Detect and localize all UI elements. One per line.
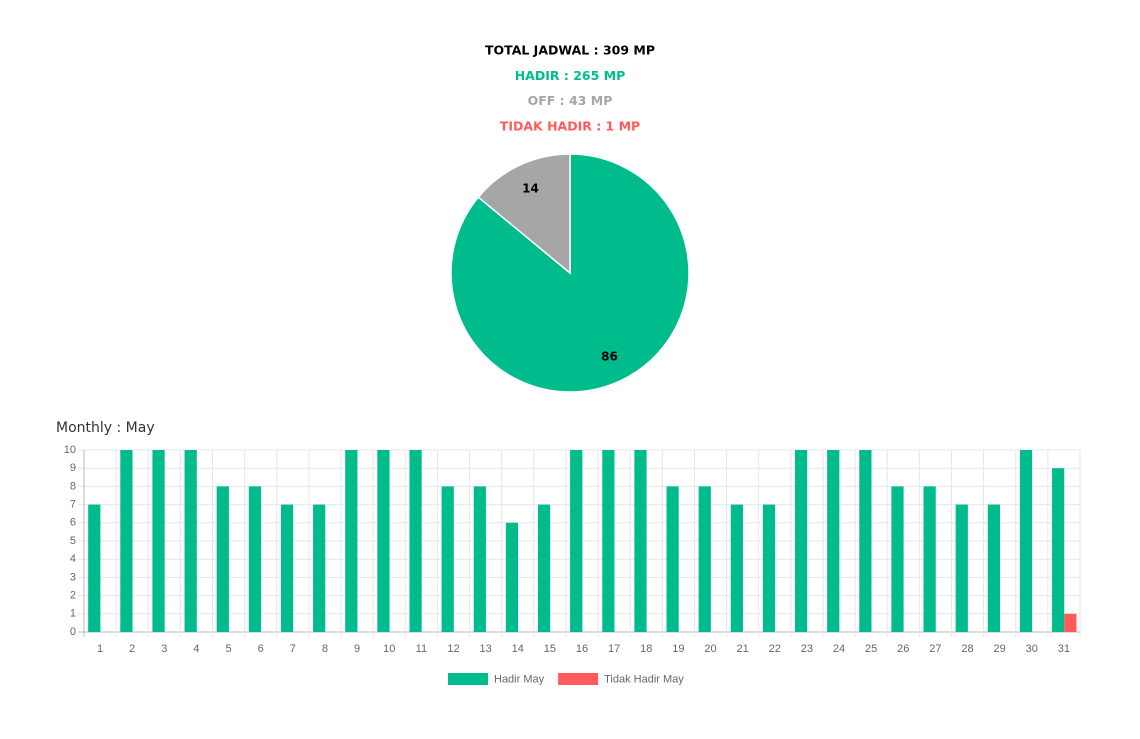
x-tick-label: 8	[322, 643, 328, 655]
x-tick-label: 12	[447, 643, 459, 655]
bar	[88, 504, 101, 632]
bar	[1064, 613, 1077, 632]
bar	[409, 450, 422, 632]
x-tick-label: 4	[193, 643, 199, 655]
x-tick-label: 16	[576, 643, 588, 655]
bar	[602, 450, 615, 632]
y-tick-label: 7	[70, 499, 76, 511]
slice-label: 14	[522, 182, 539, 196]
y-tick-label: 8	[70, 480, 76, 492]
y-tick-label: 4	[70, 553, 76, 565]
x-tick-label: 27	[929, 643, 941, 655]
x-tick-label: 24	[833, 643, 845, 655]
bar	[698, 486, 711, 632]
bar	[441, 486, 454, 632]
legend-swatch	[448, 673, 488, 685]
x-tick-label: 30	[1026, 643, 1038, 655]
bar	[313, 504, 326, 632]
x-tick-label: 17	[608, 643, 620, 655]
bar	[987, 504, 1000, 632]
x-tick-label: 25	[865, 643, 877, 655]
x-tick-label: 13	[479, 643, 491, 655]
x-tick-label: 9	[354, 643, 360, 655]
x-tick-label: 20	[704, 643, 716, 655]
bar	[537, 504, 551, 632]
bar	[762, 504, 776, 632]
bar	[473, 486, 486, 632]
bar	[891, 486, 904, 632]
x-tick-label: 21	[737, 643, 749, 655]
summary-line: TIDAK HADIR : 1 MP	[500, 118, 640, 133]
bar	[666, 486, 679, 632]
bar	[859, 450, 872, 632]
bar	[955, 504, 968, 632]
y-tick-label: 9	[70, 462, 76, 474]
summary-line: OFF : 43 MP	[528, 93, 613, 108]
bar	[216, 486, 229, 632]
x-tick-label: 10	[383, 643, 395, 655]
y-tick-label: 3	[70, 571, 76, 583]
legend-label: Tidak Hadir May	[604, 673, 684, 685]
bar	[345, 450, 358, 632]
bar	[505, 522, 519, 632]
y-tick-label: 0	[70, 626, 76, 638]
y-tick-label: 5	[70, 535, 76, 547]
bar	[152, 450, 165, 632]
chart-title: Monthly : May	[56, 420, 155, 436]
summary-line: TOTAL JADWAL : 309 MP	[485, 43, 655, 58]
x-tick-label: 19	[672, 643, 684, 655]
bar	[1052, 468, 1065, 632]
bar	[795, 450, 808, 632]
bar	[184, 450, 197, 632]
summary-line: HADIR : 265 MP	[515, 68, 626, 83]
legend-label: Hadir May	[494, 673, 545, 685]
x-tick-label: 22	[769, 643, 781, 655]
x-tick-label: 1	[97, 643, 103, 655]
bar	[827, 450, 840, 632]
x-tick-label: 6	[258, 643, 264, 655]
pie-slice	[477, 153, 571, 275]
x-tick-label: 11	[416, 643, 427, 655]
x-tick-label: 15	[544, 643, 556, 655]
x-tick-label: 3	[161, 643, 167, 655]
x-tick-label: 7	[290, 643, 296, 655]
x-tick-label: 5	[226, 643, 232, 655]
bar	[377, 450, 390, 632]
legend-swatch	[558, 673, 599, 685]
x-tick-label: 2	[129, 643, 135, 655]
x-tick-label: 26	[897, 643, 909, 655]
y-tick-label: 6	[70, 517, 76, 529]
bar	[923, 486, 936, 632]
x-tick-label: 14	[512, 643, 524, 655]
x-tick-label: 29	[994, 643, 1006, 655]
x-tick-label: 31	[1058, 643, 1070, 655]
bar	[570, 450, 583, 632]
bar	[730, 504, 743, 632]
x-tick-label: 23	[801, 643, 813, 655]
bar	[280, 504, 294, 632]
y-tick-label: 1	[70, 608, 76, 620]
bar	[1019, 450, 1033, 632]
x-tick-label: 28	[961, 643, 973, 655]
y-tick-label: 2	[70, 590, 76, 602]
slice-label: 86	[601, 349, 618, 363]
bar	[634, 450, 647, 632]
x-tick-label: 18	[640, 643, 652, 655]
y-tick-label: 10	[64, 444, 76, 456]
bar	[120, 450, 133, 632]
bar	[248, 486, 262, 632]
